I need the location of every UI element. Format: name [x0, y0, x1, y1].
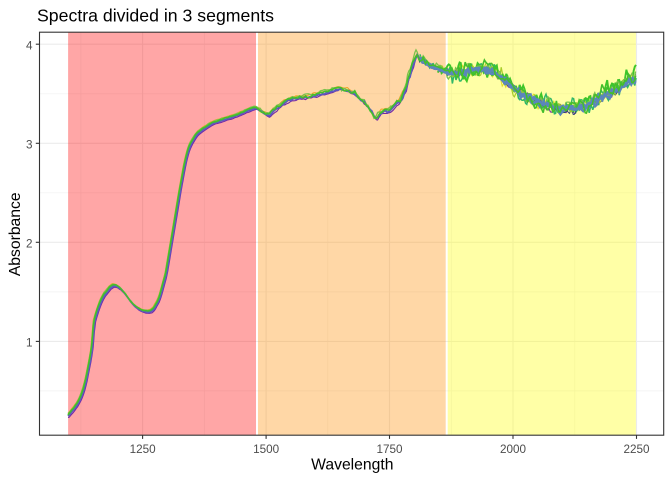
svg-text:1: 1: [26, 337, 33, 350]
svg-text:4: 4: [26, 40, 33, 53]
svg-text:Wavelength: Wavelength: [311, 456, 393, 473]
svg-text:1750: 1750: [376, 443, 403, 456]
svg-text:Absorbance: Absorbance: [7, 192, 24, 276]
svg-text:2250: 2250: [623, 443, 650, 456]
svg-text:3: 3: [26, 139, 33, 152]
svg-text:Spectra divided in 3 segments: Spectra divided in 3 segments: [37, 6, 274, 26]
svg-text:2000: 2000: [500, 443, 527, 456]
svg-text:2: 2: [26, 238, 33, 251]
svg-text:1250: 1250: [130, 443, 157, 456]
svg-text:1500: 1500: [253, 443, 280, 456]
